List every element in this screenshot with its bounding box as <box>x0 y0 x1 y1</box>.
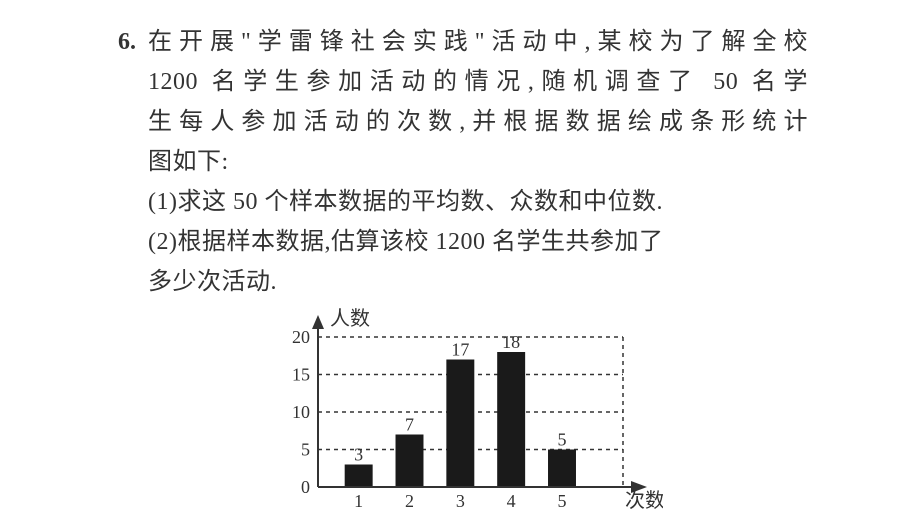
stem-line-1: 在开展"学雷锋社会实践"活动中,某校为了解全校 <box>148 22 808 62</box>
svg-text:20: 20 <box>292 327 310 347</box>
subquestion-2a: (2)根据样本数据,估算该校 1200 名学生共参加了 <box>148 222 808 262</box>
svg-text:次数: 次数 <box>625 489 663 512</box>
svg-text:5: 5 <box>301 440 310 460</box>
stem-line-3: 生每人参加活动的次数,并根据数据绘成条形统计 <box>148 102 808 142</box>
svg-text:3: 3 <box>354 445 363 465</box>
svg-text:2: 2 <box>405 491 414 511</box>
chart-svg: 05101520317217318455人数次数 <box>263 307 663 522</box>
svg-text:5: 5 <box>558 491 567 511</box>
svg-text:3: 3 <box>456 491 465 511</box>
svg-text:10: 10 <box>292 402 310 422</box>
bar-chart: 05101520317217318455人数次数 <box>263 307 663 522</box>
svg-text:5: 5 <box>558 430 567 450</box>
svg-text:15: 15 <box>292 365 310 385</box>
subquestion-2b: 多少次活动. <box>148 262 808 302</box>
svg-text:17: 17 <box>451 340 469 360</box>
question-block: 6. 在开展"学雷锋社会实践"活动中,某校为了解全校 1200 名学生参加活动的… <box>118 22 808 522</box>
question-number: 6. <box>118 22 148 182</box>
svg-text:0: 0 <box>301 477 310 497</box>
stem-line-2: 1200 名学生参加活动的情况,随机调查了 50 名学 <box>148 62 808 102</box>
svg-text:4: 4 <box>507 491 516 511</box>
svg-text:人数: 人数 <box>330 307 370 330</box>
svg-text:7: 7 <box>405 415 414 435</box>
stem-line-4: 图如下: <box>148 142 808 182</box>
subquestion-1: (1)求这 50 个样本数据的平均数、众数和中位数. <box>148 182 808 222</box>
question-stem: 在开展"学雷锋社会实践"活动中,某校为了解全校 1200 名学生参加活动的情况,… <box>148 22 808 182</box>
question-header: 6. 在开展"学雷锋社会实践"活动中,某校为了解全校 1200 名学生参加活动的… <box>118 22 808 182</box>
svg-text:1: 1 <box>354 491 363 511</box>
svg-text:18: 18 <box>502 332 520 352</box>
